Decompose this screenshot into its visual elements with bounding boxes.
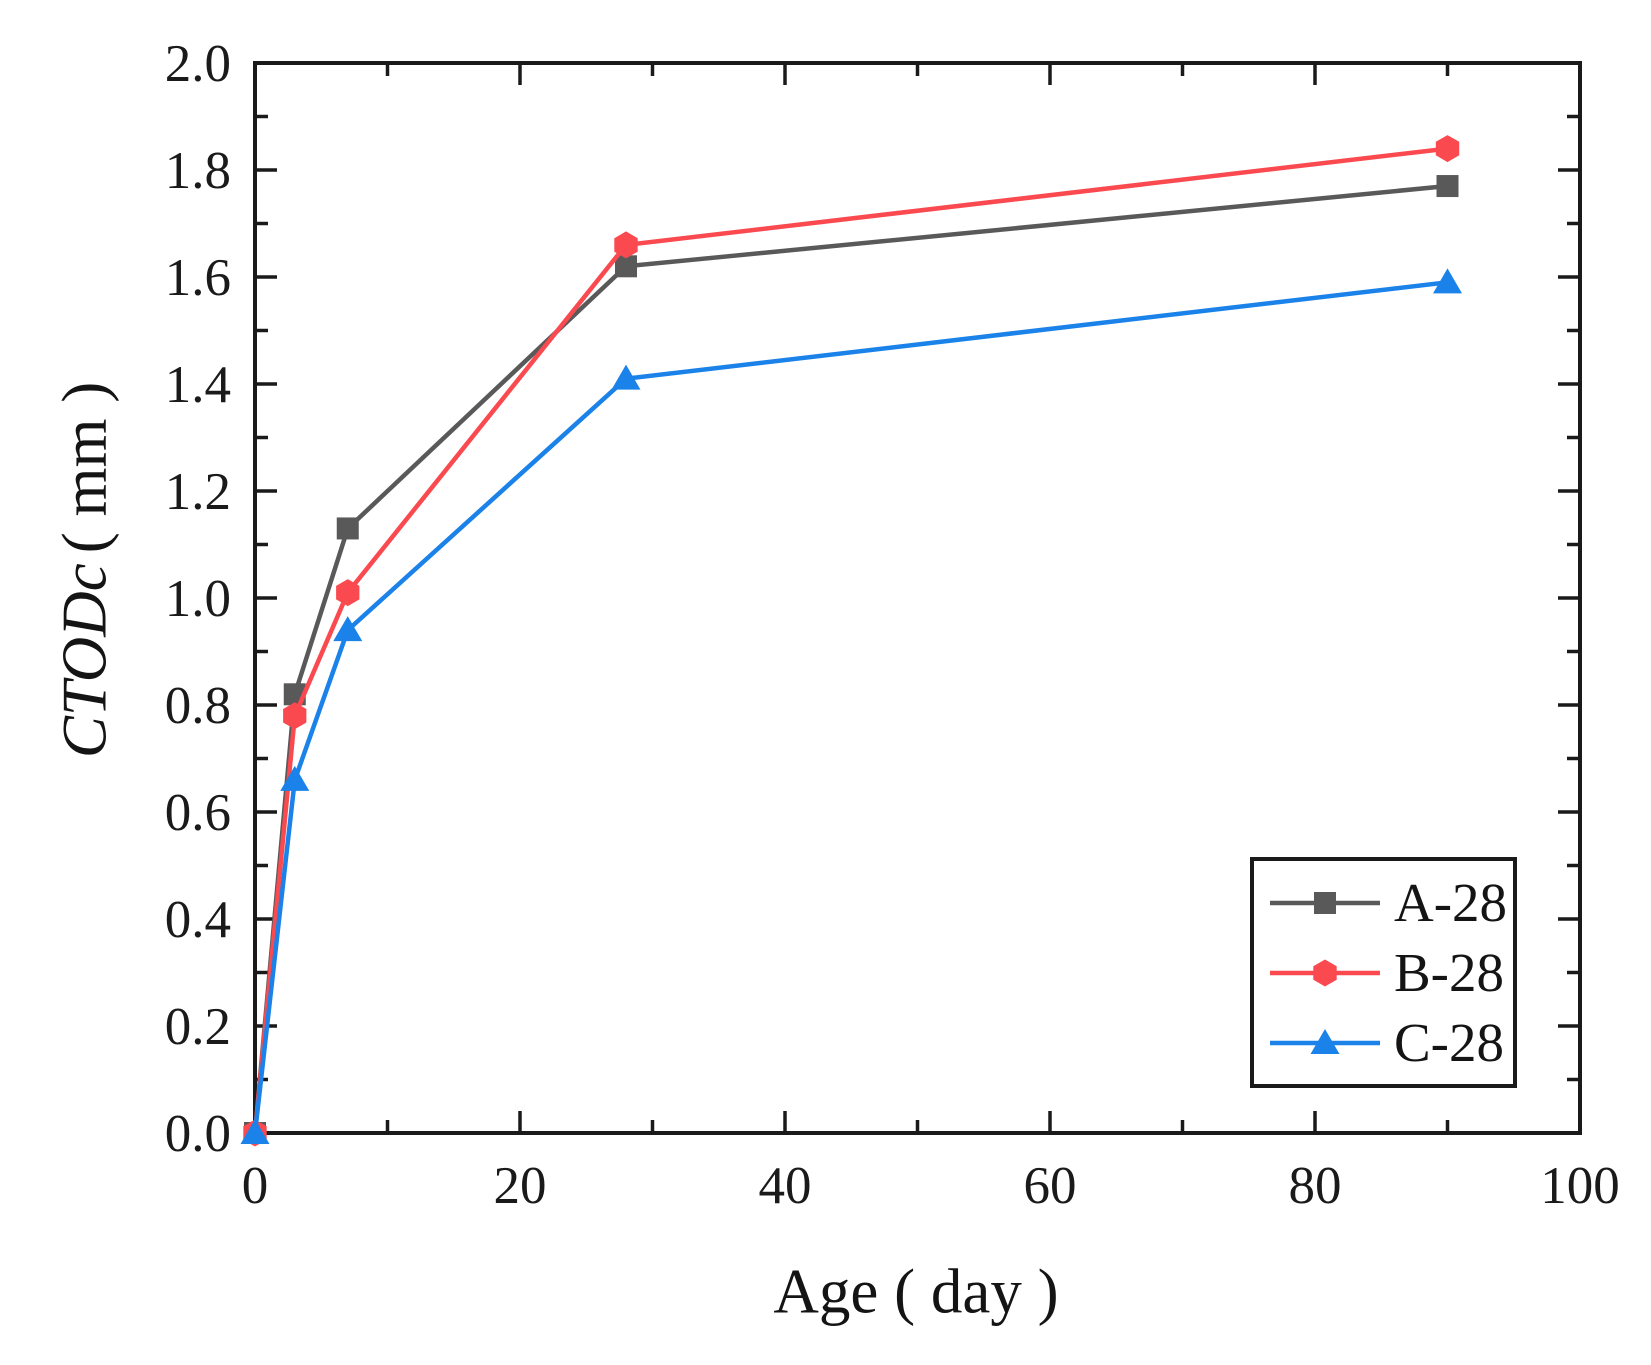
y-tick-label: 1.6: [165, 249, 231, 307]
hexagon-marker-icon: [283, 702, 307, 730]
x-tick-label: 60: [1024, 1157, 1077, 1215]
y-tick-label: 0.0: [165, 1105, 231, 1163]
y-tick-label: 0.6: [165, 784, 231, 842]
axis-ticks: [253, 61, 1582, 1135]
hexagon-marker-icon: [336, 579, 360, 607]
triangle-marker-icon: [1433, 268, 1462, 294]
y-tick-label: 0.8: [165, 677, 231, 735]
legend-label-b-28: B-28: [1394, 942, 1504, 1003]
y-tick-label: 2.0: [165, 35, 231, 93]
y-tick-label: 1.4: [165, 356, 231, 414]
x-tick-label: 100: [1540, 1157, 1620, 1215]
y-axis-label: CTODc ( mm ): [50, 382, 120, 758]
legend-box: A-28 B-28 C-28: [1250, 857, 1517, 1088]
legend-triangle-marker-icon: [1270, 1028, 1380, 1054]
legend-label-c-28: C-28: [1394, 1012, 1504, 1073]
triangle-marker-icon: [240, 1119, 270, 1144]
y-tick-label: 0.2: [165, 998, 231, 1056]
triangle-marker-icon: [280, 765, 310, 791]
triangle-marker-icon: [333, 616, 363, 642]
legend-item-c-28: C-28: [1266, 1008, 1513, 1078]
legend-item-a-28: A-28: [1266, 868, 1513, 938]
triangle-marker-icon: [1310, 1028, 1340, 1054]
triangle-marker-icon: [611, 364, 641, 390]
x-tick-label: 0: [242, 1157, 269, 1215]
y-tick-label: 1.2: [165, 463, 231, 521]
legend-label-a-28: A-28: [1394, 872, 1508, 933]
hexagon-marker-icon: [1435, 135, 1460, 163]
square-marker-icon: [1314, 891, 1336, 914]
tick-labels: 0 20 40 60 80 100 0.0 0.2 0.4 0.6 0.8 1.0 1.2 1.4 1.6 1…: [165, 35, 1620, 1215]
y-axis-label-unit: ( mm ): [49, 381, 120, 554]
series-C-28: [240, 268, 1462, 1144]
y-axis-label-name: CTODc: [49, 563, 120, 759]
square-marker-icon: [1436, 175, 1459, 198]
x-tick-label: 80: [1289, 1157, 1342, 1215]
legend-square-marker-icon: [1270, 891, 1380, 914]
hexagon-marker-icon: [1313, 959, 1337, 986]
legend-item-b-28: B-28: [1266, 938, 1513, 1008]
legend-hexagon-marker-icon: [1270, 959, 1380, 986]
y-tick-label: 1.0: [165, 570, 231, 628]
hexagon-marker-icon: [614, 231, 638, 259]
y-tick-label: 0.4: [165, 891, 231, 949]
x-tick-label: 40: [759, 1157, 812, 1215]
x-tick-label: 20: [494, 1157, 547, 1215]
y-tick-label: 1.8: [165, 142, 231, 200]
square-marker-icon: [615, 255, 637, 278]
square-marker-icon: [336, 517, 359, 540]
x-axis-label: Age ( day ): [773, 1256, 1059, 1327]
